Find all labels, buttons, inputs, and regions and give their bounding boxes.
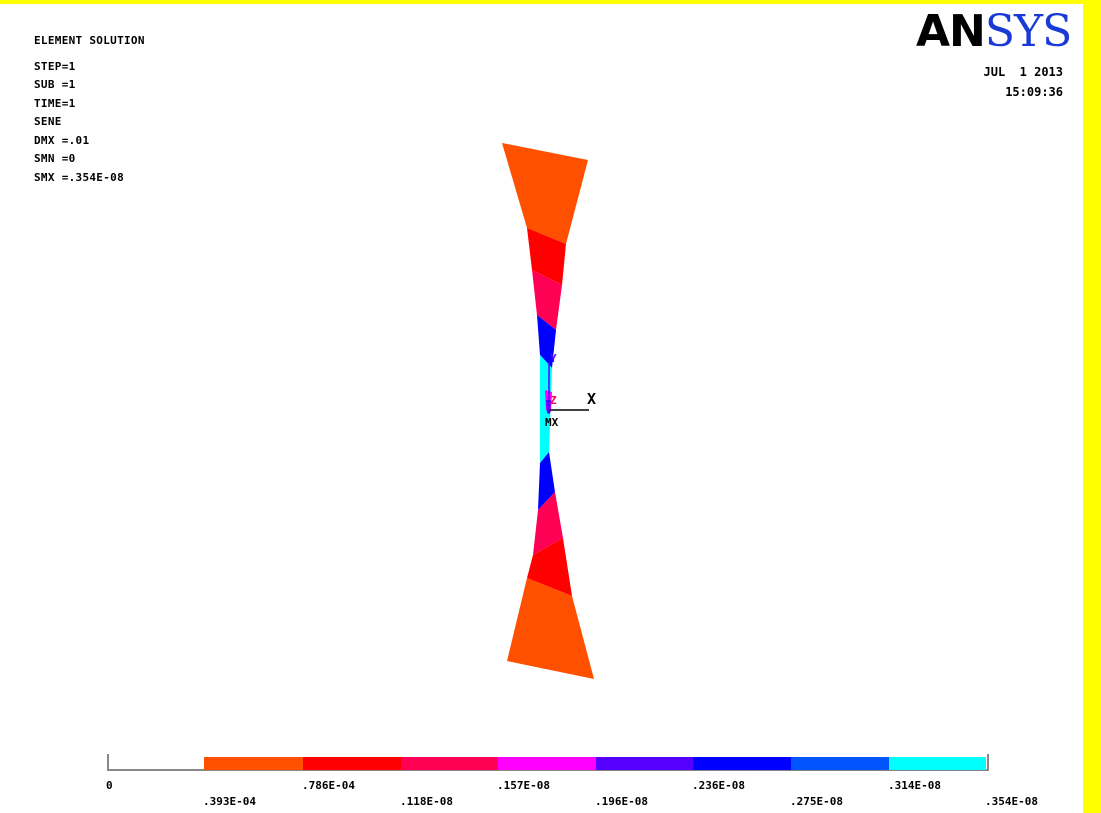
legend-label-bottom-2: .196E-08 — [595, 795, 648, 808]
contour-legend: 0 .786E-04 .157E-08 .236E-08 .314E-08 .3… — [106, 754, 1038, 808]
legend-label-top-4: .314E-08 — [888, 779, 941, 792]
band-0-top — [502, 143, 588, 244]
legend-swatch-4 — [596, 757, 693, 770]
band-0-bottom — [507, 578, 594, 679]
graphics-window[interactable]: ELEMENT SOLUTION STEP=1 SUB =1 TIME=1 SE… — [0, 4, 1083, 813]
legend-label-bottom-4: .354E-08 — [985, 795, 1038, 808]
legend-label-top-3: .236E-08 — [692, 779, 745, 792]
triad-x-label: X — [587, 390, 596, 408]
legend-label-top-2: .157E-08 — [497, 779, 550, 792]
legend-label-top-0: 0 — [106, 779, 113, 792]
legend-swatch-3 — [498, 757, 596, 770]
legend-swatch-5 — [693, 757, 791, 770]
legend-label-bottom-0: .393E-04 — [203, 795, 256, 808]
max-marker-label: MX — [545, 416, 559, 429]
legend-swatch-7 — [889, 757, 986, 770]
triad-z-label: Z — [550, 394, 557, 407]
legend-label-bottom-1: .118E-08 — [400, 795, 453, 808]
legend-label-top-1: .786E-04 — [302, 779, 355, 792]
triad-y-label: Y — [550, 352, 557, 365]
legend-swatch-0 — [204, 757, 303, 770]
legend-swatch-1 — [303, 757, 401, 770]
legend-swatch-6 — [791, 757, 889, 770]
contour-plot[interactable]: X Y Z MX 0 .786E-04 .157E-08 .236E-08 .3… — [0, 4, 1083, 813]
legend-swatch-2 — [401, 757, 498, 770]
legend-label-bottom-3: .275E-08 — [790, 795, 843, 808]
